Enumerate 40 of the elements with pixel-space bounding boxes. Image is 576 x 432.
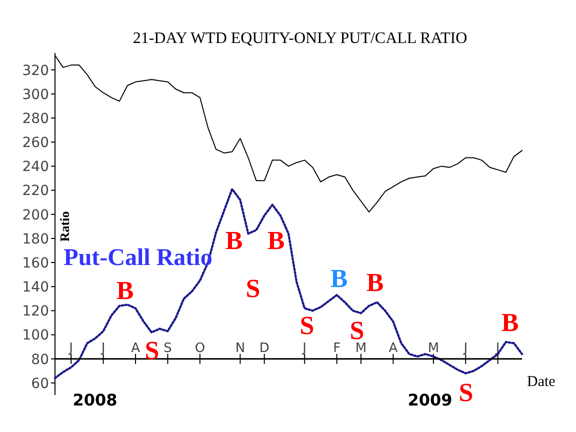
annotation: S (246, 274, 260, 304)
x-tick-label: O (194, 340, 206, 356)
y-tick-label: 280 (22, 110, 49, 127)
x-tick-label: J (462, 340, 468, 356)
x-tick-label: A (131, 340, 140, 356)
chart-title: 21-DAY WTD EQUITY-ONLY PUT/CALL RATIO (132, 30, 468, 47)
x-tick-label: M (428, 340, 440, 356)
x-tick-label: A (388, 340, 398, 356)
x-tick-label: N (235, 340, 246, 356)
annotation: B (366, 268, 384, 298)
y-tick-label: 200 (22, 207, 49, 224)
x-axis-title: Date (527, 374, 556, 390)
y-tick-label: 220 (22, 183, 49, 200)
x-tick-label: D (259, 340, 270, 356)
y-tick-label: 120 (22, 304, 49, 320)
y-tick-label: 240 (22, 159, 49, 176)
annotation: B (330, 264, 348, 294)
x-tick-label: F (333, 340, 341, 356)
annotation: B (225, 226, 243, 256)
x-tick-label: J (100, 340, 106, 356)
annotation: B (501, 308, 519, 338)
y-tick-label: 180 (22, 231, 49, 248)
line-series (54, 188, 524, 380)
annotation: 2009 (408, 390, 452, 410)
y-axis-title: Ratio (57, 211, 72, 242)
y-tick-label: 160 (22, 255, 49, 272)
y-tick-label: 80 (31, 352, 49, 368)
y-tick-label: 140 (22, 280, 49, 296)
y-tick-label: 260 (22, 135, 49, 152)
annotation: 2008 (72, 390, 118, 410)
y-tick-label: 300 (22, 86, 49, 103)
x-tick-label: J (68, 340, 74, 356)
y-tick-label: 320 (22, 62, 49, 79)
annotation: S (458, 378, 474, 408)
annotation: B (116, 276, 134, 306)
y-tick-label: 60 (31, 376, 49, 392)
x-tick-label: J (302, 340, 307, 356)
y-tick-label: 100 (22, 328, 49, 344)
annotation: B (267, 226, 285, 256)
x-tick-label: S (164, 340, 172, 356)
